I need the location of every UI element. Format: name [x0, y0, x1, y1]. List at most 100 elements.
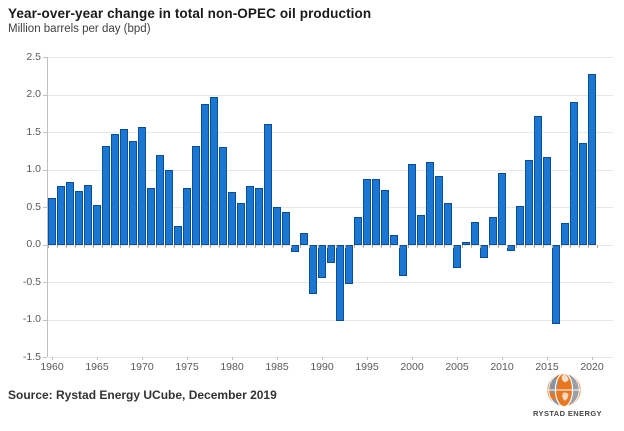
gridline--0.5 [47, 282, 613, 283]
category-tick [380, 244, 382, 248]
y-tick--1.0 [42, 319, 47, 321]
bar-2005 [453, 244, 461, 268]
bar-2001 [417, 215, 425, 245]
bar-2018 [570, 102, 578, 245]
category-tick [308, 244, 310, 248]
x-tick-2000 [412, 357, 413, 360]
category-tick [74, 244, 76, 248]
category-tick [281, 244, 283, 248]
x-tick-1985 [277, 357, 278, 360]
bar-2000 [408, 164, 416, 245]
bar-2011 [507, 244, 515, 251]
bar-2009 [489, 216, 497, 245]
category-tick [236, 244, 238, 248]
gridline-0.5 [47, 207, 613, 208]
y-axis-label-0.5: 0.5 [26, 200, 41, 213]
x-axis-label-1980: 1980 [220, 361, 244, 373]
category-tick [47, 244, 49, 248]
category-tick [101, 244, 103, 248]
bar-2003 [435, 175, 443, 245]
bar-1974 [174, 225, 182, 245]
category-tick [263, 244, 265, 248]
bar-2012 [516, 205, 524, 245]
x-tick-1970 [142, 357, 143, 360]
bar-2017 [561, 222, 569, 245]
category-tick [191, 244, 193, 248]
bar-2016 [552, 244, 560, 324]
category-tick [155, 244, 157, 248]
category-tick [299, 244, 301, 248]
bar-2013 [525, 159, 533, 245]
category-tick [83, 244, 85, 248]
category-tick [65, 244, 67, 248]
x-axis-label-2010: 2010 [490, 361, 514, 373]
plot-area [42, 57, 613, 360]
x-axis-label-1995: 1995 [355, 361, 379, 373]
chart-title: Year-over-year change in total non-OPEC … [8, 6, 372, 21]
bar-1970 [138, 126, 146, 245]
y-tick-0.0 [42, 244, 47, 246]
x-tick-1960 [52, 357, 53, 360]
gridline-1.5 [47, 132, 613, 133]
x-tick-1980 [232, 357, 233, 360]
bar-1988 [300, 233, 308, 245]
bar-1998 [390, 234, 398, 245]
category-tick [443, 244, 445, 248]
gridline-2.0 [47, 94, 613, 96]
bar-1981 [237, 202, 245, 245]
rystad-logo: RYSTAD ENERGY [533, 372, 602, 428]
source-text: Source: Rystad Energy UCube, December 20… [8, 388, 277, 402]
category-tick [551, 244, 553, 248]
y-tick-1.0 [42, 169, 47, 171]
bar-1978 [210, 96, 218, 245]
x-axis-label-2005: 2005 [445, 361, 469, 373]
category-tick [326, 244, 328, 248]
y-axis-label--0.5: -0.5 [22, 275, 41, 288]
category-tick [218, 244, 220, 248]
bar-1999 [399, 244, 407, 276]
category-tick [344, 244, 346, 248]
category-tick [497, 244, 499, 248]
category-tick [227, 244, 229, 248]
x-axis-label-2015: 2015 [535, 361, 559, 373]
category-tick [119, 244, 121, 248]
bar-1982 [246, 186, 254, 245]
bar-1972 [156, 154, 164, 245]
bar-1961 [57, 186, 65, 245]
y-axis-label--1.0: -1.0 [22, 313, 41, 325]
category-tick [407, 244, 409, 248]
bar-2014 [534, 115, 542, 245]
category-tick [200, 244, 202, 248]
category-tick [110, 244, 112, 248]
y-tick--0.5 [42, 282, 47, 283]
x-tick-2020 [592, 357, 593, 360]
category-tick [560, 244, 562, 248]
x-axis-label-1965: 1965 [85, 361, 109, 373]
category-tick [452, 244, 454, 248]
category-tick [524, 244, 526, 248]
category-tick [533, 244, 535, 248]
category-tick [578, 244, 580, 248]
bar-1960 [48, 198, 56, 245]
category-tick [587, 244, 589, 248]
bar-1964 [84, 184, 92, 245]
category-tick [479, 244, 481, 248]
category-tick [290, 244, 292, 248]
category-tick [425, 244, 427, 248]
bar-2019 [579, 142, 587, 245]
bar-1971 [147, 187, 155, 245]
bar-2002 [426, 162, 434, 245]
bar-1968 [120, 129, 128, 245]
category-tick [461, 244, 463, 248]
bar-1985 [273, 207, 281, 245]
chart-subtitle: Million barrels per day (bpd) [8, 23, 151, 35]
x-tick-2010 [502, 357, 503, 360]
category-tick [128, 244, 130, 248]
category-tick [173, 244, 175, 248]
category-tick [137, 244, 139, 248]
y-axis-label-2.5: 2.5 [26, 50, 41, 63]
category-tick [335, 244, 337, 248]
bar-1987 [291, 244, 299, 252]
y-axis-label-1.0: 1.0 [26, 163, 41, 175]
bar-1990 [318, 244, 326, 279]
